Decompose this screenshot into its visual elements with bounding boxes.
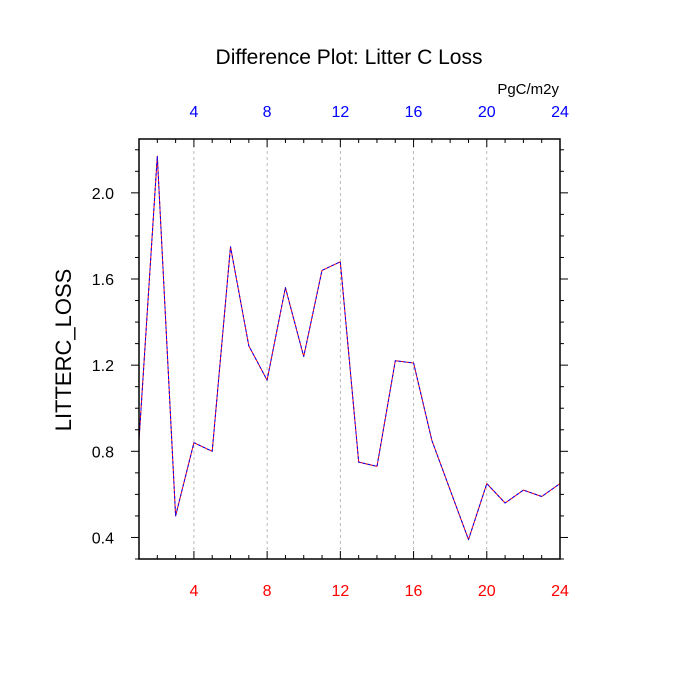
x-tick-label-top: 24 bbox=[551, 104, 569, 121]
x-tick-label-top: 12 bbox=[331, 104, 349, 121]
y-tick-label: 1.6 bbox=[92, 272, 114, 289]
grid-lines bbox=[193, 139, 488, 559]
plot-frame bbox=[138, 138, 561, 560]
x-tick-label-top: 16 bbox=[405, 104, 423, 121]
x-tick-label-top: 20 bbox=[478, 104, 496, 121]
series-lines bbox=[138, 155, 561, 541]
x-tick-label-bottom: 8 bbox=[263, 583, 272, 600]
tick-labels: 4 4 8 8 12 12 16 16 20 20 24 24 0.4 0.8 1.2 1.6 2.0 bbox=[92, 104, 569, 600]
x-tick-label-bottom: 12 bbox=[331, 583, 349, 600]
y-tick-label: 0.8 bbox=[92, 444, 114, 461]
x-tick-label-top: 8 bbox=[263, 104, 272, 121]
x-tick-label-bottom: 20 bbox=[478, 583, 496, 600]
x-tick-label-bottom: 16 bbox=[405, 583, 423, 600]
chart-title: Difference Plot: Litter C Loss bbox=[216, 46, 483, 69]
axis-ticks bbox=[131, 139, 568, 560]
y-tick-label: 0.4 bbox=[92, 530, 114, 547]
x-tick-label-bottom: 4 bbox=[189, 583, 198, 600]
y-tick-label: 1.2 bbox=[92, 358, 114, 375]
y-axis-label: LITTERC_LOSS bbox=[51, 269, 76, 432]
y-tick-label: 2.0 bbox=[92, 186, 114, 203]
series-line-2 bbox=[138, 155, 561, 541]
x-tick-label-top: 4 bbox=[189, 104, 198, 121]
series-line-1 bbox=[138, 155, 561, 541]
x-tick-label-bottom: 24 bbox=[551, 583, 569, 600]
units-label: PgC/m2y bbox=[497, 81, 559, 98]
